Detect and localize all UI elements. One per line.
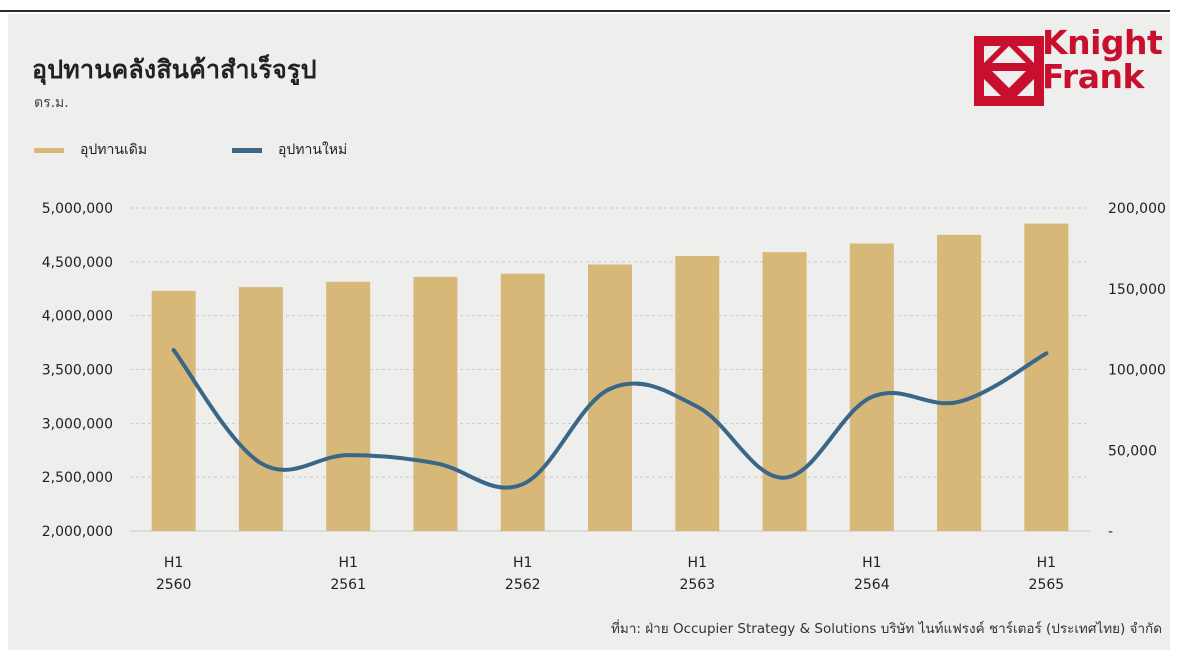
x-axis-ticks: H1 2560 H1 2561 H1 2562 H1 2563 H1 2564 H1 2565 [156,555,1064,593]
legend-swatch-line [232,147,262,153]
source-note: ที่มา: ฝ่าย Occupier Strategy & Solution… [611,621,1162,637]
left-tick-label: 3,500,000 [42,363,113,379]
left-tick-label: 3,000,000 [42,416,113,432]
chart-title: อุปทานคลังสินค้าสำเร็จรูป [32,55,317,84]
left-tick-label: 4,000,000 [42,309,113,325]
bar-H2-2560 [238,287,283,531]
x-tick-label-half: H1 [1037,555,1056,571]
x-tick-label-year: 2563 [679,577,715,593]
left-tick-label: 2,000,000 [42,524,113,540]
x-tick-label-half: H1 [513,555,532,571]
right-tick-label: 150,000 [1108,282,1166,298]
right-tick-label: - [1108,524,1113,540]
x-tick-label-half: H1 [338,555,357,571]
right-axis-ticks: - 50,000 100,000 150,000 200,000 [1108,201,1166,540]
x-tick-label-half: H1 [164,555,183,571]
bar-H1-2563 [675,255,720,531]
x-tick-label-half: H1 [688,555,707,571]
bar-H2-2561 [413,276,458,531]
bar-H1-2565 [1024,223,1069,531]
new-supply-line [171,348,1049,490]
x-tick-label-year: 2562 [505,577,541,593]
bar-H1-2564 [849,243,894,531]
x-tick-label-year: 2565 [1029,577,1065,593]
knight-frank-logo-icon [974,36,1044,106]
bar-H2-2564 [937,234,982,531]
x-tick-label-year: 2560 [156,577,192,593]
bar-H1-2562 [500,273,545,531]
left-tick-label: 5,000,000 [42,201,113,217]
bar-H2-2563 [762,252,807,532]
x-tick-label-year: 2564 [854,577,890,593]
bar-series [151,223,1069,532]
logo-wordmark: Knight Frank [1042,23,1163,96]
x-tick-label-year: 2561 [330,577,366,593]
bar-H1-2560 [151,290,196,531]
legend-item-new: อุปทานใหม่ [232,140,347,160]
legend-label-new: อุปทานใหม่ [278,142,348,158]
x-tick-label-half: H1 [862,555,881,571]
legend-item-existing: อุปทานเดิม [34,140,147,160]
left-axis-ticks: 2,000,000 2,500,000 3,000,000 3,500,000 4,00… [42,201,113,540]
right-tick-label: 200,000 [1108,201,1166,217]
top-rule [0,10,1170,12]
logo-line-2: Frank [1042,57,1144,96]
bar-H1-2561 [326,281,371,531]
left-tick-label: 2,500,000 [42,470,113,486]
line-series [171,348,1049,490]
left-tick-label: 4,500,000 [42,255,113,271]
right-tick-label: 100,000 [1108,363,1166,379]
right-tick-label: 50,000 [1108,443,1157,459]
logo-line-1: Knight [1042,23,1163,62]
legend-label-existing: อุปทานเดิม [80,142,148,158]
unit-label: ตร.ม. [34,95,69,111]
legend-swatch-bar [34,147,64,153]
